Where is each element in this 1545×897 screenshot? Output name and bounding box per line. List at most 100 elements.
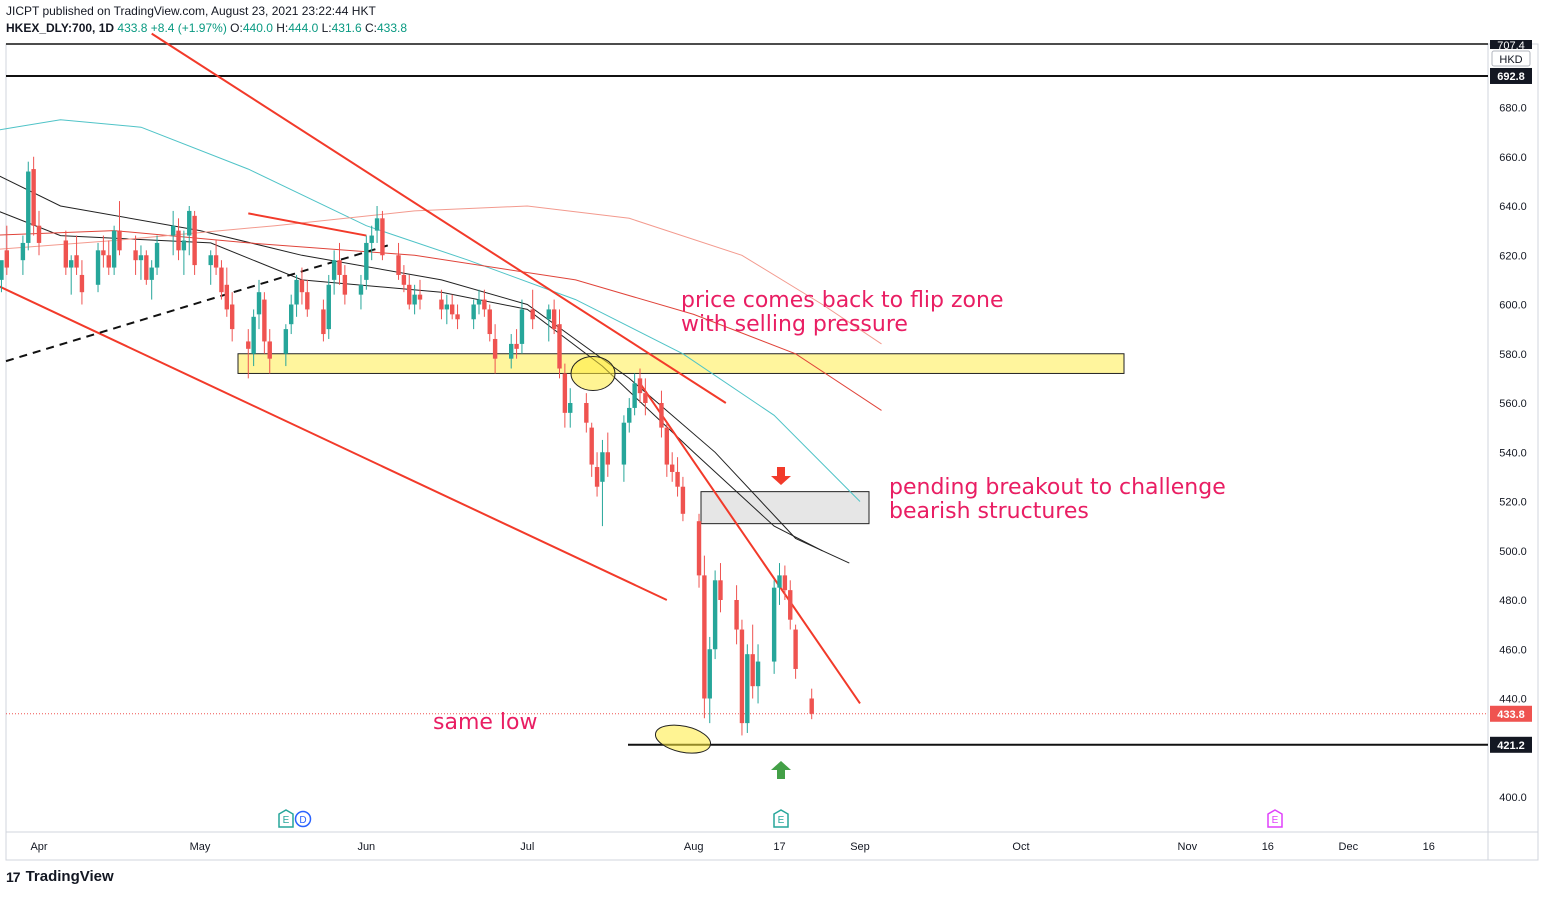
event-marker-label: D bbox=[299, 815, 306, 826]
candle-body bbox=[0, 260, 4, 280]
candle bbox=[68, 255, 74, 295]
candle-body bbox=[696, 521, 702, 576]
currency-badge bbox=[1491, 50, 1531, 67]
candle-body bbox=[337, 260, 342, 275]
candle-body bbox=[771, 587, 777, 662]
time-tick-label: May bbox=[190, 841, 211, 853]
candle-body bbox=[788, 590, 793, 620]
event-marker[interactable]: D bbox=[294, 810, 312, 828]
candle bbox=[750, 624, 755, 699]
candle bbox=[739, 619, 745, 736]
candle bbox=[20, 235, 26, 275]
candle-body bbox=[449, 304, 455, 315]
candle bbox=[283, 324, 289, 367]
candle-body bbox=[154, 242, 160, 268]
candle-body bbox=[251, 316, 256, 354]
candle bbox=[734, 585, 739, 645]
candle-body bbox=[718, 580, 723, 600]
candle-body bbox=[557, 324, 562, 369]
candle-body bbox=[568, 403, 573, 413]
candle bbox=[584, 393, 589, 433]
candle-body bbox=[407, 284, 412, 305]
price-tick-label: 640.0 bbox=[1499, 201, 1527, 213]
candle bbox=[138, 245, 144, 280]
tradingview-brand: TradingView bbox=[25, 868, 114, 885]
candle-body bbox=[256, 292, 262, 315]
event-marker[interactable]: E bbox=[1267, 809, 1283, 828]
upper-channel-trendline bbox=[151, 32, 727, 404]
candle bbox=[546, 304, 551, 342]
earnings-marker-icon[interactable] bbox=[773, 809, 789, 828]
candle-body bbox=[111, 230, 117, 268]
zones-layer bbox=[6, 43, 1488, 746]
candle-body bbox=[487, 309, 492, 335]
candle-body bbox=[369, 235, 374, 243]
candle-body bbox=[712, 580, 718, 650]
candle-body bbox=[401, 274, 407, 285]
candle-body bbox=[755, 661, 761, 687]
candle-body bbox=[782, 575, 788, 591]
event-marker[interactable]: E bbox=[773, 809, 789, 828]
price-tick-label: 680.0 bbox=[1499, 103, 1527, 115]
time-axis[interactable]: Apr May Jun Jul Aug 17 Sep Oct Nov 16 Dec 16 bbox=[30, 841, 1434, 853]
candle-body bbox=[374, 218, 380, 231]
candle bbox=[117, 201, 122, 256]
candle-body bbox=[380, 218, 385, 256]
candle-body bbox=[632, 383, 637, 408]
dividend-marker-icon[interactable] bbox=[294, 810, 312, 828]
candle-body bbox=[600, 452, 605, 482]
candle bbox=[455, 304, 460, 330]
candle bbox=[707, 636, 712, 724]
candle-body bbox=[181, 240, 187, 251]
candle bbox=[144, 250, 149, 285]
candle-body bbox=[299, 279, 305, 293]
candle-body bbox=[289, 304, 294, 325]
price-tag-label: 692.8 bbox=[1497, 71, 1525, 83]
candle bbox=[412, 284, 417, 315]
candle-body bbox=[444, 304, 450, 310]
candle-body bbox=[530, 309, 535, 320]
candle bbox=[74, 235, 79, 275]
candle-body bbox=[74, 255, 79, 268]
candle bbox=[251, 309, 256, 367]
candle-body bbox=[680, 486, 686, 514]
candle bbox=[632, 373, 637, 416]
candle bbox=[621, 415, 627, 482]
candle-body bbox=[455, 314, 460, 320]
candle-body bbox=[305, 292, 310, 310]
candle-body bbox=[31, 169, 36, 226]
candle-body bbox=[20, 242, 26, 261]
candle bbox=[95, 242, 101, 293]
earnings-marker-icon[interactable] bbox=[1267, 809, 1283, 828]
candle bbox=[342, 265, 348, 305]
earnings-marker-icon[interactable] bbox=[278, 809, 294, 828]
moving-average-line bbox=[0, 211, 823, 552]
price-tag bbox=[1490, 705, 1532, 722]
candle bbox=[594, 452, 600, 497]
candle bbox=[358, 274, 364, 310]
candle-body bbox=[627, 407, 632, 423]
candle-body bbox=[219, 267, 224, 293]
candle bbox=[809, 688, 814, 720]
candle bbox=[262, 292, 267, 354]
candle-body bbox=[4, 250, 10, 268]
candle bbox=[407, 274, 412, 310]
symbol-label: HKEX_DLY:700, 1D bbox=[6, 21, 115, 35]
price-tag-label: 433.8 bbox=[1497, 709, 1525, 721]
candle bbox=[26, 161, 31, 251]
open-label: O: bbox=[230, 21, 243, 35]
candle-body bbox=[551, 309, 557, 330]
event-marker[interactable]: E bbox=[278, 809, 294, 828]
candle-body bbox=[117, 230, 122, 251]
candle bbox=[659, 390, 664, 438]
time-tick-label: Jul bbox=[520, 841, 534, 853]
candle-body bbox=[68, 260, 74, 268]
moving-average-line bbox=[0, 205, 882, 345]
descending-trendline bbox=[639, 382, 861, 704]
candle bbox=[101, 235, 106, 268]
price-axis[interactable]: 400.0 440.0 460.0 480.0 500.0 520.0 540.0 560.0… bbox=[1490, 40, 1532, 804]
candle-body bbox=[364, 242, 369, 280]
time-tick-label: 17 bbox=[773, 841, 785, 853]
price-tag-label: 421.2 bbox=[1497, 740, 1525, 752]
